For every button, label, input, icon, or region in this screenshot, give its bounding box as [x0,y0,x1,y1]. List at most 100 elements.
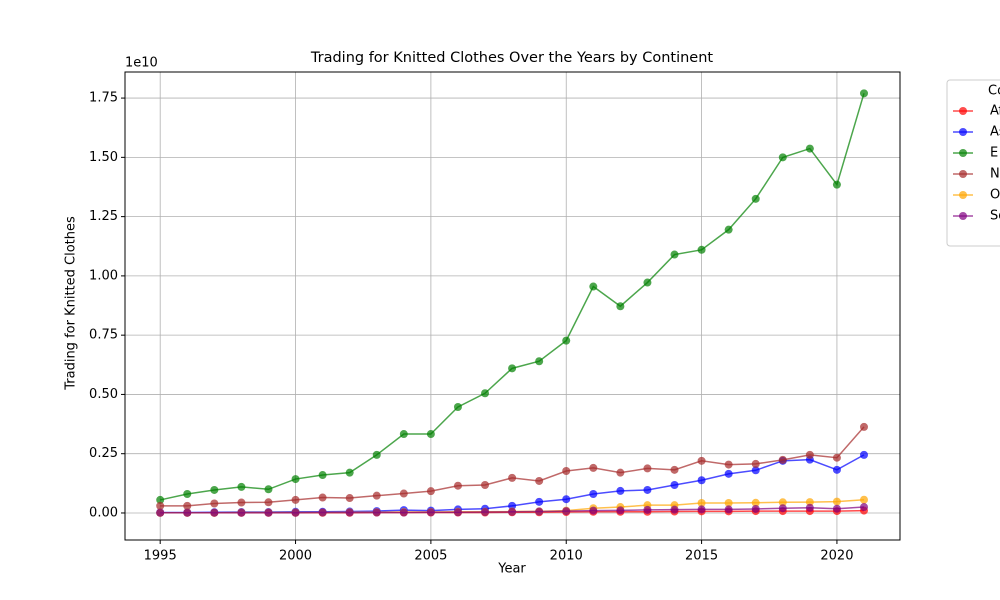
data-point [778,498,787,507]
data-point [670,505,679,514]
data-point [237,508,246,517]
y-tick-label: 0.00 [89,505,118,520]
legend-marker [959,212,967,220]
data-point [453,481,462,490]
data-point [670,465,679,474]
data-point [345,494,354,503]
data-point [264,485,273,494]
data-point [724,469,733,478]
data-point [697,476,706,485]
y-tick-label: 1.25 [89,209,118,224]
data-point [508,507,517,516]
legend-label: E [990,146,998,161]
data-point [724,460,733,469]
data-point [318,471,327,480]
x-tick-label: 2015 [685,549,718,564]
data-point [291,508,300,517]
data-point [751,466,760,475]
data-point [805,450,814,459]
data-point [210,508,219,517]
data-point [670,250,679,259]
x-tick-label: 1995 [144,549,177,564]
data-point [724,499,733,508]
data-point [264,508,273,517]
data-point [859,450,868,459]
y-offset-label: 1e10 [125,56,158,71]
data-point [589,282,598,291]
data-point [535,507,544,516]
data-point [562,495,571,504]
data-point [481,480,490,489]
data-point [453,402,462,411]
data-point [237,482,246,491]
y-tick-label: 1.00 [89,268,118,283]
y-tick-label: 0.75 [89,328,118,343]
data-point [291,495,300,504]
data-point [508,501,517,510]
legend-marker [959,128,967,136]
data-point [535,357,544,366]
data-point [832,465,841,474]
x-axis-label: Year [497,562,526,577]
data-point [318,493,327,502]
data-point [832,453,841,462]
data-point [724,225,733,234]
data-point [697,505,706,514]
data-point [589,463,598,472]
data-point [372,491,381,500]
data-point [643,278,652,287]
data-point [643,464,652,473]
series-line [160,93,865,501]
data-point [562,467,571,476]
data-point [751,459,760,468]
data-point [535,497,544,506]
data-point [183,501,192,510]
data-point [616,302,625,311]
data-point [778,455,787,464]
data-point [183,508,192,517]
legend-label: O [990,188,1000,203]
legend-marker [959,149,967,157]
data-point [778,153,787,162]
data-point [751,194,760,203]
data-point [805,503,814,512]
data-point [345,508,354,517]
data-point [399,489,408,498]
data-point [562,336,571,345]
data-point [237,498,246,507]
data-point [291,475,300,484]
data-point [318,508,327,517]
data-point [805,144,814,153]
data-point [724,505,733,514]
y-tick-label: 1.50 [89,150,118,165]
data-point [697,499,706,508]
data-point [832,504,841,513]
y-axis-label: Trading for Knitted Clothes [64,216,79,391]
data-point [210,485,219,494]
data-point [616,468,625,477]
data-point [156,508,165,517]
data-point [859,495,868,504]
data-point [156,495,165,504]
data-point [372,508,381,517]
data-point [426,487,435,496]
data-point [859,89,868,98]
legend-marker [959,107,967,115]
chart-title: Trading for Knitted Clothes Over the Yea… [310,50,714,66]
data-point [426,508,435,517]
data-point [751,504,760,513]
data-point [859,422,868,431]
data-point [156,501,165,510]
data-point [697,245,706,254]
x-tick-label: 2005 [414,549,447,564]
legend-label: So [990,209,1000,224]
data-point [508,364,517,373]
legend-box [946,79,1000,247]
x-tick-label: 2020 [820,549,853,564]
y-tick-label: 0.25 [89,446,118,461]
data-point [264,498,273,507]
data-point [832,180,841,189]
data-point [589,506,598,515]
data-point [453,508,462,517]
